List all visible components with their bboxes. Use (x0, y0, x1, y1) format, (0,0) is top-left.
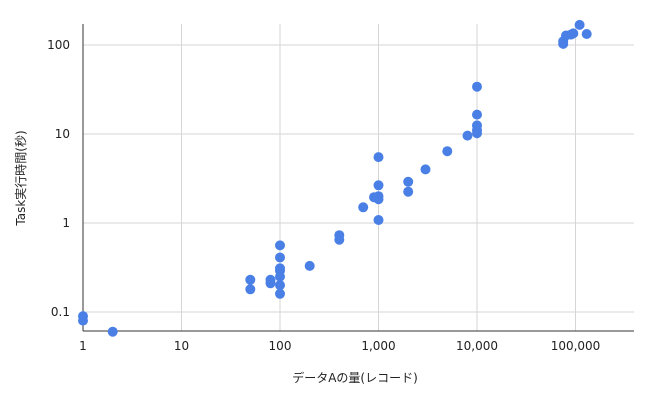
data-point (304, 260, 315, 271)
data-point (472, 109, 482, 120)
y-tick-label: 0.1 (51, 305, 70, 319)
data-point (373, 152, 384, 163)
data-point (462, 130, 473, 141)
data-point (334, 234, 345, 245)
y-tick-label: 1 (62, 216, 70, 230)
y-axis-title: Task実行時間(秒) (13, 130, 28, 226)
data-point (574, 19, 585, 30)
data-point (245, 274, 256, 285)
data-point (275, 271, 285, 282)
data-point (107, 326, 118, 337)
x-tick-label: 10,000 (456, 339, 498, 353)
data-point (358, 202, 369, 213)
y-tick-label: 10 (55, 127, 70, 141)
x-tick-label: 10 (174, 339, 189, 353)
axes (82, 24, 634, 332)
x-tick-label: 1,000 (361, 339, 395, 353)
data-point (373, 180, 384, 191)
data-point (78, 315, 88, 326)
data-point (403, 186, 414, 197)
data-point (265, 278, 276, 289)
data-points (78, 19, 592, 337)
y-tick-label: 100 (47, 38, 70, 52)
data-point (472, 128, 482, 139)
data-point (275, 240, 285, 251)
grid-lines (83, 24, 634, 331)
data-point (275, 252, 285, 263)
x-tick-label: 100,000 (551, 339, 601, 353)
data-point (472, 81, 482, 92)
data-point (442, 146, 453, 157)
data-point (373, 191, 384, 202)
x-axis-title: データAの量(レコード) (292, 370, 418, 385)
data-point (581, 29, 592, 39)
data-point (275, 280, 285, 291)
data-point (275, 288, 285, 299)
data-point (373, 215, 384, 225)
data-point (245, 284, 256, 295)
x-tick-label: 1 (79, 339, 87, 353)
data-point (403, 176, 414, 187)
tick-labels: 1 10 100 1,000 10,000 100,000 0.1 1 10 100 (47, 38, 600, 353)
x-tick-label: 100 (269, 339, 292, 353)
data-point (420, 164, 431, 175)
data-point (568, 28, 579, 39)
data-point (558, 38, 569, 49)
